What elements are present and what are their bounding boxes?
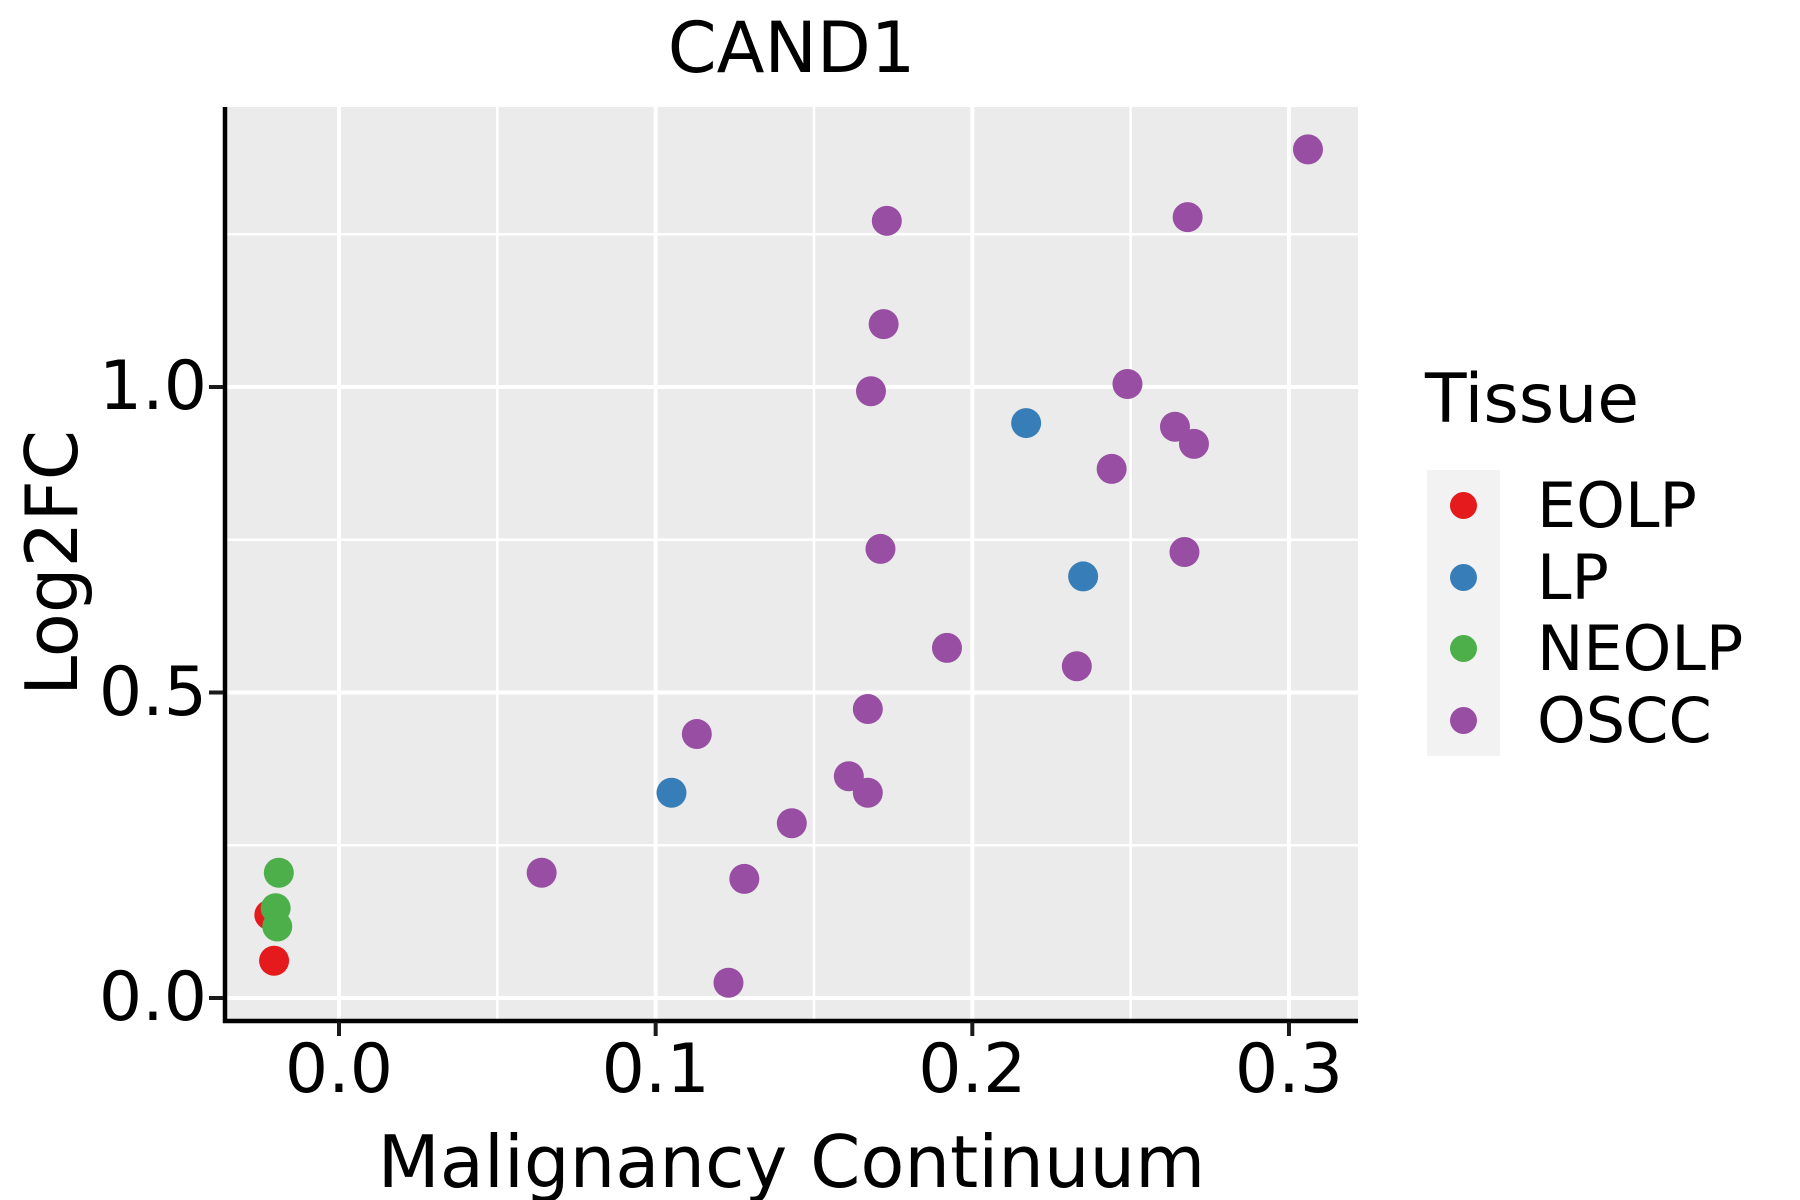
y-tick-label: 0.5: [98, 652, 207, 732]
plot-panel: [225, 107, 1358, 1020]
data-point-lp: [1011, 408, 1042, 439]
legend-item-label: EOLP: [1537, 469, 1697, 543]
data-point-oscc: [1178, 428, 1209, 459]
data-point-oscc: [852, 777, 883, 808]
data-point-oscc: [1292, 134, 1323, 165]
x-tick-label: 0.2: [918, 1030, 1027, 1109]
data-point-oscc: [931, 632, 962, 663]
plot-title: CAND1: [667, 7, 916, 89]
data-point-oscc: [855, 376, 886, 407]
data-point-oscc: [1112, 368, 1143, 399]
legend-row-oscc: OSCC: [1427, 683, 1712, 757]
legend-dot-lp: [1450, 563, 1477, 591]
y-tick-label: 0.0: [98, 958, 207, 1037]
data-point-neolp: [262, 911, 293, 942]
x-axis-label: Malignancy Continuum: [377, 1120, 1206, 1200]
legend-item-label: NEOLP: [1537, 612, 1744, 686]
data-point-oscc: [871, 205, 902, 236]
legend-row-lp: LP: [1427, 540, 1609, 614]
data-point-oscc: [713, 967, 744, 998]
legend-key: [1427, 470, 1500, 542]
data-point-oscc: [681, 719, 712, 750]
legend-dot-oscc: [1450, 706, 1477, 734]
legend-row-eolp: EOLP: [1427, 469, 1697, 543]
data-point-eolp: [259, 945, 290, 976]
x-tick-label: 0.1: [601, 1030, 710, 1109]
data-point-oscc: [526, 857, 557, 888]
data-point-neolp: [263, 857, 294, 888]
data-point-oscc: [868, 309, 899, 340]
data-point-oscc: [776, 808, 807, 839]
data-point-oscc: [1169, 536, 1200, 567]
data-point-oscc: [729, 863, 760, 894]
data-point-lp: [656, 777, 687, 808]
legend-item-label: LP: [1537, 540, 1609, 614]
legend-title: Tissue: [1425, 360, 1640, 439]
data-point-oscc: [1172, 202, 1203, 233]
legend-key: [1427, 613, 1500, 685]
legend-row-neolp: NEOLP: [1427, 612, 1744, 686]
data-point-oscc: [852, 694, 883, 725]
x-tick-label: 0.0: [284, 1030, 394, 1109]
legend-item-label: OSCC: [1537, 683, 1712, 757]
data-point-oscc: [865, 533, 896, 564]
x-tick-label: 0.3: [1234, 1030, 1344, 1109]
legend-dot-neolp: [1450, 635, 1477, 663]
legend-key: [1427, 541, 1500, 613]
data-point-oscc: [1096, 453, 1127, 484]
data-point-oscc: [1061, 651, 1092, 682]
data-point-lp: [1068, 561, 1099, 592]
legend-key: [1427, 684, 1500, 756]
y-tick-label: 1.0: [98, 347, 207, 427]
legend-dot-eolp: [1450, 492, 1477, 520]
